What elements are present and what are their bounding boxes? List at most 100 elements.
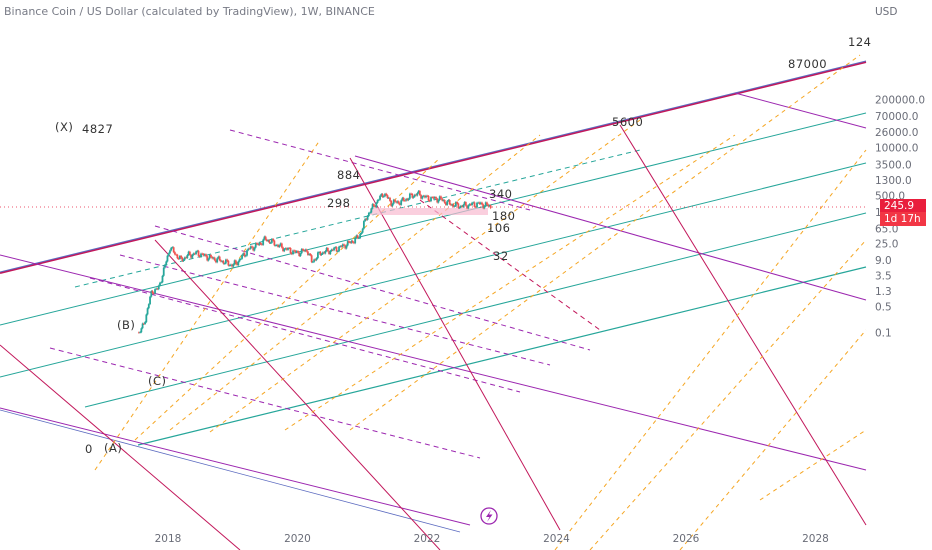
candle-body	[476, 202, 478, 207]
time-axis[interactable]: 2018 2020 2022 2024 2026 2028	[155, 533, 829, 545]
fib-dashed-line	[169, 134, 541, 431]
candle-body	[468, 204, 471, 206]
candle-body	[369, 212, 371, 214]
candle-body	[412, 196, 415, 198]
candle-body	[430, 197, 432, 202]
lightning-icon	[480, 507, 498, 525]
pink-desc-4	[619, 124, 867, 526]
candle-body	[448, 199, 451, 205]
candle-body	[203, 254, 206, 256]
purple-dashed-4	[89, 277, 521, 393]
candle-body	[397, 201, 400, 204]
candle-body	[201, 253, 204, 255]
price-tick-label: 0.5	[875, 302, 892, 314]
candle-body	[365, 218, 368, 220]
candle-body	[288, 247, 291, 249]
candle-body	[446, 201, 449, 205]
candle-body	[175, 254, 178, 256]
candle-body	[181, 257, 184, 261]
candle-body	[190, 254, 192, 258]
candle-body	[253, 247, 256, 251]
price-tick-label: 3500.0	[875, 159, 912, 171]
fib-dashed-line	[759, 429, 867, 501]
candle-body	[459, 205, 462, 208]
candle-body	[366, 215, 369, 220]
candle-body	[462, 204, 465, 208]
candle-body	[284, 248, 287, 250]
candle-body	[467, 205, 470, 209]
wave-label: 180	[492, 209, 515, 223]
candle-body	[197, 250, 200, 256]
candle-body	[400, 200, 403, 205]
pink-desc-3	[349, 157, 561, 531]
candle-body	[169, 250, 171, 254]
price-tick-label: 200000.0	[875, 94, 925, 106]
candle-body	[351, 240, 354, 243]
lightning-bolt	[486, 510, 493, 522]
wave-label: 32	[493, 249, 509, 263]
candle-body	[149, 296, 151, 305]
candle-body	[385, 193, 388, 196]
candle-body	[405, 198, 408, 201]
time-tick-label: 2018	[155, 533, 182, 545]
candle-body	[422, 195, 425, 197]
candle-body	[304, 249, 307, 252]
candle-body	[185, 257, 188, 259]
fib-dashed-line	[679, 329, 867, 550]
candle-body	[454, 202, 457, 207]
candle-body	[269, 242, 272, 244]
blue-desc-4	[0, 409, 461, 533]
fib-dashed-line	[589, 239, 867, 550]
price-tick-label: 25.0	[875, 239, 898, 251]
candle-body	[375, 202, 378, 208]
candle-body	[481, 202, 483, 205]
candle-body	[350, 240, 353, 243]
candle-body	[145, 314, 148, 323]
candle-body	[415, 194, 417, 196]
price-axis[interactable]: USD 200000.0 70000.0 26000.0 10000.0 3500.0 13…	[875, 6, 925, 339]
candle-body	[174, 252, 176, 255]
candle-body	[293, 250, 296, 252]
time-tick-label: 2022	[414, 533, 441, 545]
candle-body	[408, 193, 411, 199]
candle-body	[464, 202, 467, 206]
candle-body	[349, 242, 352, 244]
candle-body	[292, 250, 294, 255]
candle-body	[386, 195, 389, 198]
candle-body	[447, 199, 450, 202]
candle-body	[264, 236, 267, 240]
candle-body	[176, 254, 179, 259]
candle-body	[452, 204, 455, 207]
candle-body	[147, 304, 150, 309]
wave-label: 298	[327, 196, 350, 210]
fib-dashed-line	[209, 119, 641, 433]
candle-body	[453, 206, 456, 207]
candle-body	[486, 202, 488, 205]
candle-body	[482, 204, 485, 209]
wave-label: (A)	[104, 441, 122, 455]
candle-body	[377, 199, 380, 201]
candle-body	[222, 260, 225, 264]
candle-body	[335, 247, 338, 252]
price-tick-label: 1300.0	[875, 175, 912, 187]
candle-body	[326, 247, 329, 252]
green-channel-3	[84, 212, 867, 408]
candle-body	[346, 241, 349, 246]
candle-body	[165, 261, 168, 265]
candle-body	[223, 263, 226, 265]
candle-body	[353, 242, 355, 244]
candle-body	[236, 262, 238, 266]
candle-body	[376, 200, 379, 203]
candle-body	[295, 251, 298, 253]
candle-body	[191, 254, 194, 258]
candle-body	[364, 218, 367, 222]
candle-body	[390, 200, 393, 207]
candle-body	[262, 239, 265, 245]
candle-body	[198, 255, 201, 258]
wave-label: 5600	[612, 115, 643, 129]
price-tick-label: 3.5	[875, 270, 892, 282]
candle-body	[202, 253, 205, 256]
fib-dashed-line	[349, 54, 861, 431]
candle-body	[200, 253, 202, 258]
